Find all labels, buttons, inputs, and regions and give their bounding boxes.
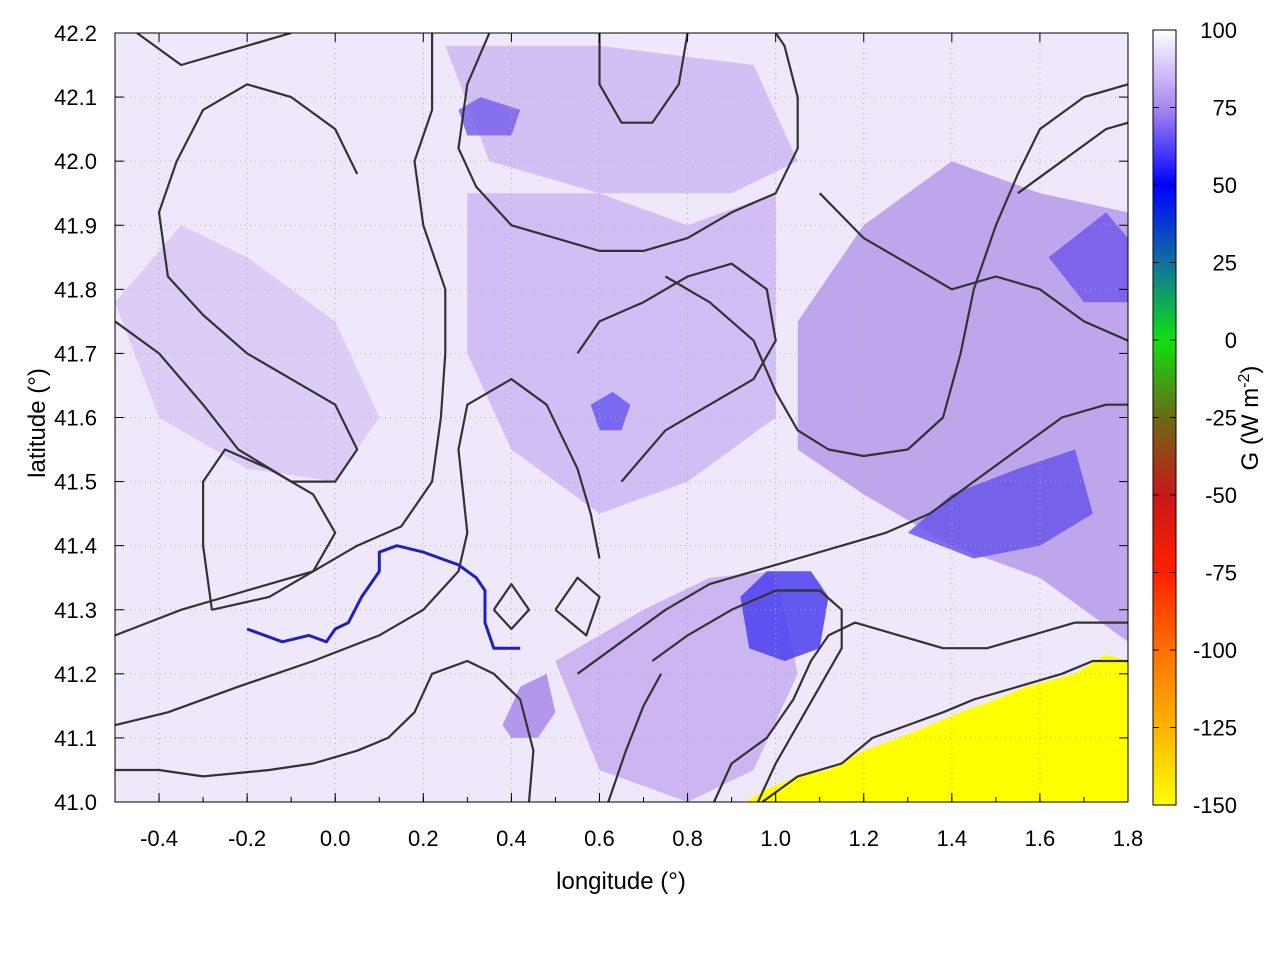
y-tick-label: 41.3: [54, 598, 97, 623]
x-axis-ticks: -0.4 -0.2 0.0 0.2 0.4 0.6 0.8 1.0 1.2 1.4 1.6 1.8: [114, 33, 1144, 851]
colorbar-tick-label: 50: [1213, 173, 1237, 198]
y-tick-label: 41.2: [54, 662, 97, 687]
colorbar-tick-label: -75: [1205, 561, 1237, 586]
x-tick-label: 1.4: [937, 826, 968, 851]
contour-line: [115, 378, 601, 727]
contour-line: [554, 576, 601, 637]
colorbar-label: G (W m-2): [1236, 366, 1264, 471]
colorbar-tick-label: 100: [1200, 18, 1237, 43]
x-tick-label: 0.4: [496, 826, 527, 851]
colorbar-ticks: 100 75 50 25 0 -25 -50 -75 -100 -125 -150: [1153, 18, 1237, 818]
x-tick-label: 0.0: [320, 826, 351, 851]
y-tick-label: 41.7: [54, 341, 97, 366]
colorbar-tick-label: 25: [1213, 251, 1237, 276]
x-tick-label: -0.4: [140, 826, 178, 851]
heatmap-regions: [115, 45, 1128, 802]
region-blue-patch-northeast: [1048, 212, 1128, 303]
contour-lines: [115, 33, 1128, 802]
y-tick-label: 41.5: [54, 470, 97, 495]
x-tick-label: -0.2: [228, 826, 266, 851]
x-tick-label: 1.8: [1113, 826, 1144, 851]
contour-line: [115, 83, 359, 483]
contour-line: [607, 673, 663, 802]
y-tick-label: 41.9: [54, 213, 97, 238]
river: [246, 544, 521, 650]
y-axis-ticks: 41.0 41.1 41.2 41.3 41.4 41.5 41.6 41.7 41.8 41.9…: [54, 21, 1128, 815]
colorbar-tick-label: -50: [1205, 483, 1237, 508]
x-axis-label: longitude (°): [556, 868, 686, 895]
region-north-purple-field: [445, 45, 798, 194]
contour-line: [576, 403, 1128, 675]
contour-line: [1017, 121, 1128, 195]
colorbar-tick-label: 0: [1225, 328, 1237, 353]
y-tick-label: 42.0: [54, 149, 97, 174]
colorbar-tick-label: -150: [1193, 793, 1237, 818]
contour-line: [651, 589, 843, 802]
y-tick-label: 41.1: [54, 726, 97, 751]
y-tick-label: 41.0: [54, 790, 97, 815]
contour-line: [712, 621, 1128, 802]
contour-line: [576, 262, 777, 483]
y-tick-label: 42.2: [54, 21, 97, 46]
region-sea: [744, 654, 1128, 802]
region-blue-patch-east: [907, 449, 1093, 559]
contour-line: [202, 448, 337, 611]
colorbar-tick-label: -125: [1193, 716, 1237, 741]
contour-line: [115, 33, 447, 637]
grid-lines: [115, 33, 1128, 802]
colorbar-label-sup: -2: [1236, 373, 1253, 387]
region-purple-blob-south: [502, 673, 556, 738]
x-tick-label: 1.6: [1025, 826, 1056, 851]
y-tick-label: 41.4: [54, 534, 97, 559]
region-blue-patch-north: [458, 97, 521, 136]
region-south-purple-field: [555, 571, 798, 802]
colorbar-tick-label: -100: [1193, 638, 1237, 663]
y-tick-label: 41.6: [54, 406, 97, 431]
x-tick-label: 0.6: [584, 826, 615, 851]
region-blue-patch-south: [740, 571, 829, 661]
river-line: [246, 544, 521, 650]
colorbar-tick-label: 75: [1213, 96, 1237, 121]
region-blue-patch-central: [590, 391, 631, 431]
contour-line: [598, 33, 689, 124]
contour-line: [136, 33, 292, 67]
x-tick-label: 0.8: [672, 826, 703, 851]
colorbar-label-main: G (W m: [1237, 388, 1264, 471]
contour-line: [761, 659, 1128, 802]
colorbar-label-close: ): [1237, 366, 1264, 374]
contour-line: [457, 33, 799, 252]
y-tick-label: 42.1: [54, 85, 97, 110]
x-tick-label: 1.2: [848, 826, 879, 851]
contour-line: [818, 192, 1128, 342]
x-tick-label: 1.0: [760, 826, 791, 851]
contour-line: [664, 83, 1128, 458]
contour-line: [492, 583, 531, 631]
contour-line: [115, 659, 535, 802]
y-tick-label: 41.8: [54, 277, 97, 302]
y-axis-label: latitude (°): [24, 368, 51, 478]
x-tick-label: 0.2: [408, 826, 439, 851]
colorbar-tick-label: -25: [1205, 406, 1237, 431]
